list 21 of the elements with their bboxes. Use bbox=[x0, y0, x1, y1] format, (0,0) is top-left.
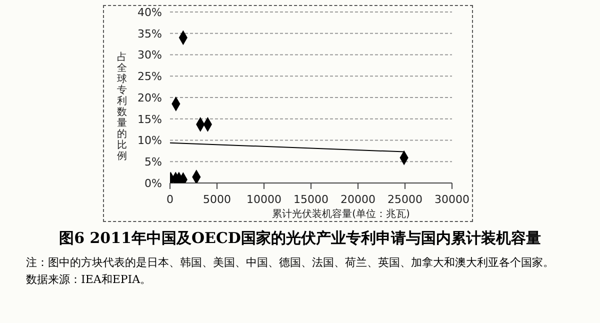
x-tick-label: 30000 bbox=[434, 193, 470, 206]
y-tick-label: 40% bbox=[138, 6, 162, 19]
text: 注：图中的方块代表的是日本、韩国、美国、中国、德国、法国、荷兰、英国、加拿大和澳大利亚各个国家。 bbox=[25, 255, 555, 271]
text: 占全球专利数量的比例 bbox=[117, 52, 127, 162]
y-tick-label: 35% bbox=[138, 27, 162, 40]
x-tick-label: 20000 bbox=[340, 193, 376, 206]
y-tick-label: 30% bbox=[138, 48, 162, 62]
y-tick-label: 15% bbox=[138, 112, 162, 126]
x-tick-label: 0 bbox=[166, 193, 174, 206]
x-tick-label: 25000 bbox=[388, 193, 422, 206]
x-tick-label: 15000 bbox=[294, 193, 328, 206]
x-tick-label: 5000 bbox=[203, 193, 231, 206]
y-tick-label: 5% bbox=[144, 156, 162, 169]
y-tick-label: 25% bbox=[138, 70, 162, 84]
x-axis-title: 累计光伏装机容量(单位：兆瓦) bbox=[272, 208, 410, 220]
text: 图6 2011年中国及OECD国家的光伏产业专利申请与国内累计装机容量 bbox=[58, 229, 542, 248]
y-tick-label: 20% bbox=[138, 91, 162, 104]
source-note: 数据来源：IEA和EPIA。 bbox=[25, 272, 152, 288]
y-tick-label: 0% bbox=[144, 176, 162, 190]
x-tick-label: 10000 bbox=[246, 193, 282, 206]
y-tick-label: 10% bbox=[138, 134, 162, 148]
